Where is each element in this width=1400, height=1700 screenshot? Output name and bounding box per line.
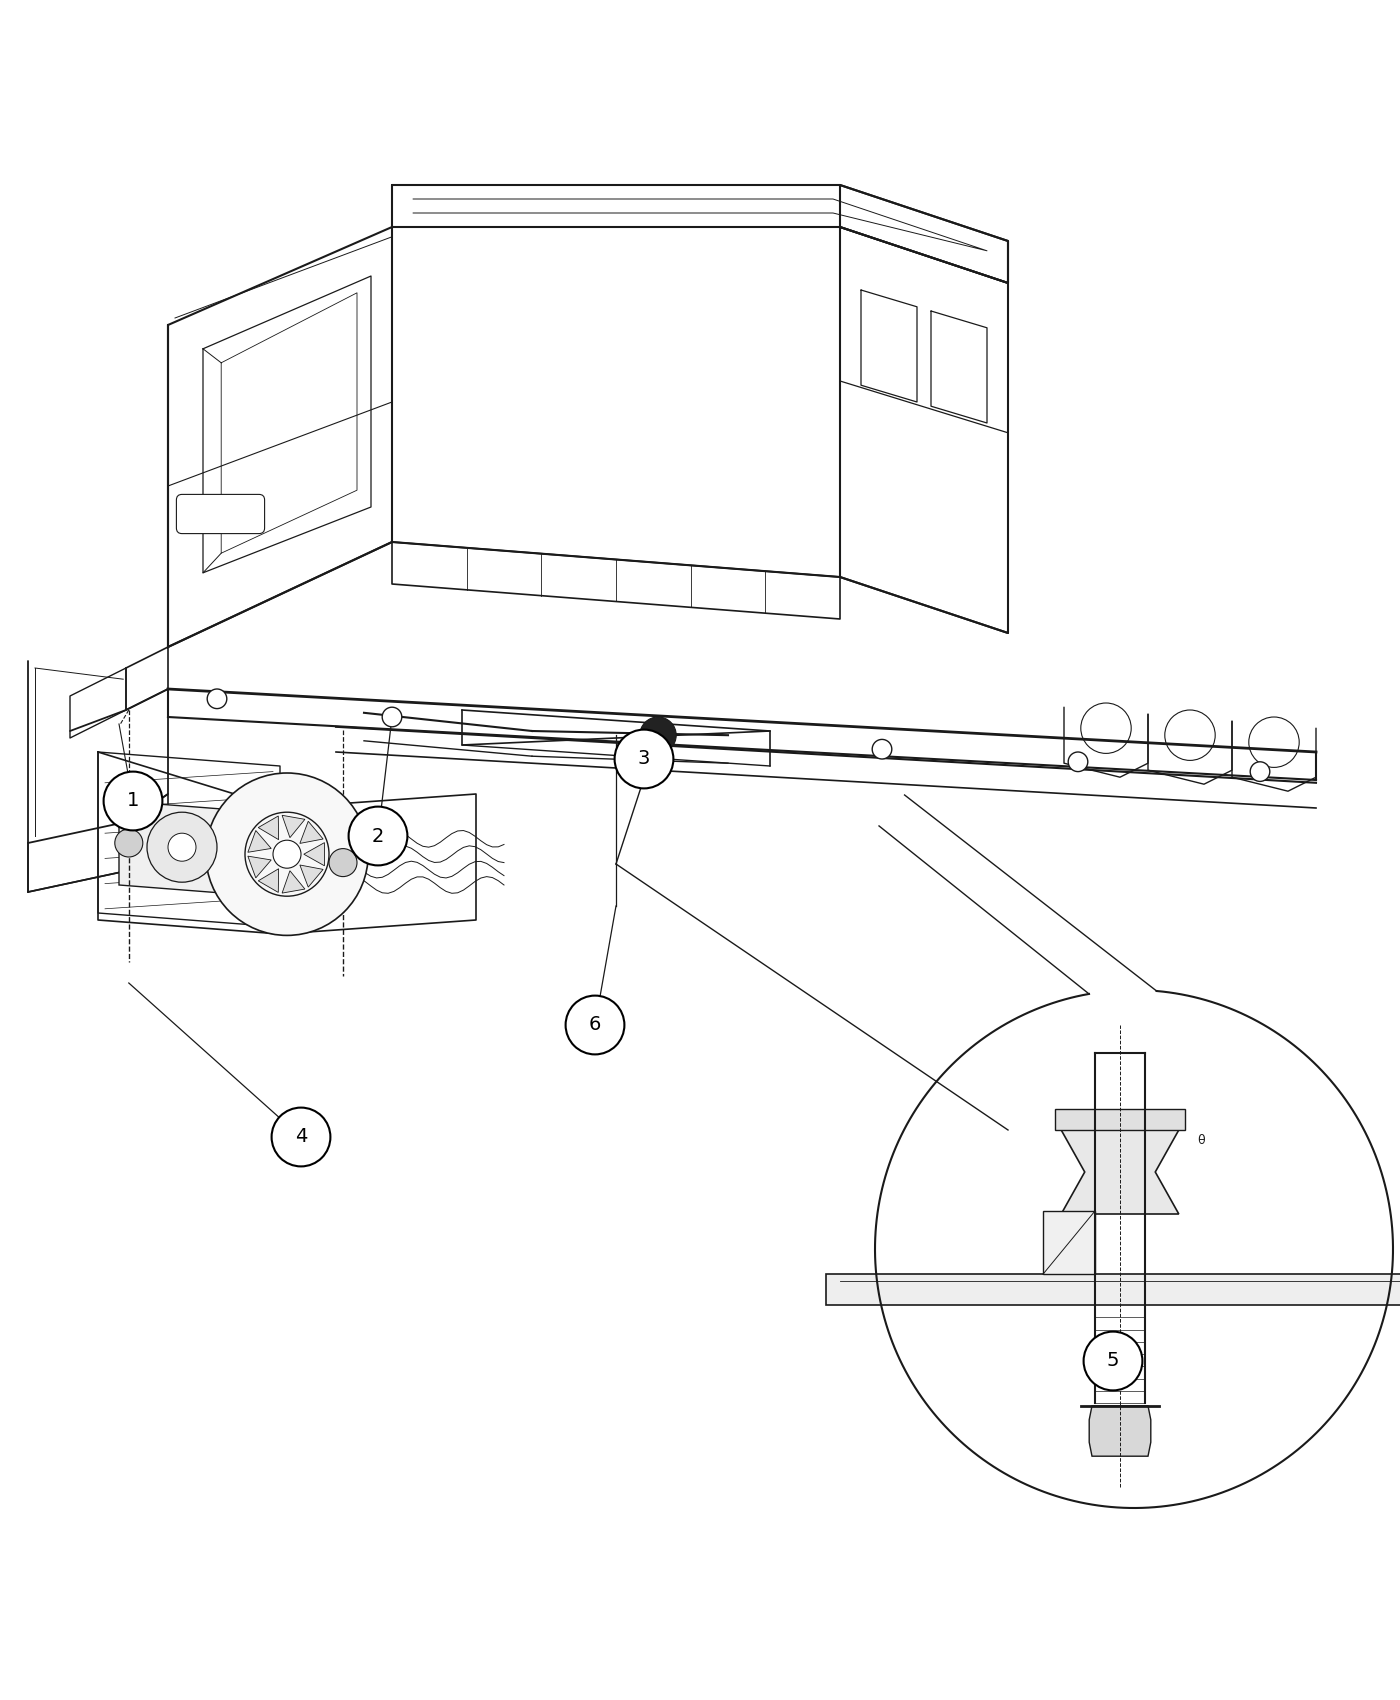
Text: 5: 5 bbox=[1107, 1352, 1119, 1370]
Circle shape bbox=[640, 717, 676, 753]
Circle shape bbox=[207, 688, 227, 709]
Circle shape bbox=[168, 833, 196, 862]
Circle shape bbox=[206, 774, 368, 935]
Circle shape bbox=[147, 813, 217, 882]
Polygon shape bbox=[1056, 1108, 1184, 1130]
Circle shape bbox=[329, 848, 357, 877]
Circle shape bbox=[615, 729, 673, 789]
Polygon shape bbox=[248, 831, 272, 852]
Polygon shape bbox=[300, 865, 323, 887]
Text: 4: 4 bbox=[295, 1127, 307, 1146]
Text: θ: θ bbox=[1197, 1134, 1204, 1148]
Circle shape bbox=[115, 830, 143, 857]
Polygon shape bbox=[258, 869, 279, 893]
Text: 2: 2 bbox=[372, 826, 384, 845]
Text: 1: 1 bbox=[127, 792, 139, 811]
Polygon shape bbox=[258, 816, 279, 840]
Polygon shape bbox=[300, 821, 323, 843]
Polygon shape bbox=[826, 1275, 1400, 1306]
Polygon shape bbox=[248, 857, 272, 877]
Circle shape bbox=[272, 1108, 330, 1166]
Circle shape bbox=[104, 772, 162, 830]
Circle shape bbox=[349, 806, 407, 865]
Circle shape bbox=[273, 840, 301, 869]
Circle shape bbox=[566, 996, 624, 1054]
FancyBboxPatch shape bbox=[176, 495, 265, 534]
Circle shape bbox=[648, 726, 668, 745]
Polygon shape bbox=[1061, 1130, 1179, 1214]
Polygon shape bbox=[281, 870, 305, 892]
Text: 3: 3 bbox=[638, 750, 650, 768]
Polygon shape bbox=[281, 816, 305, 838]
Circle shape bbox=[1250, 762, 1270, 782]
Polygon shape bbox=[119, 801, 245, 894]
Polygon shape bbox=[1043, 1210, 1095, 1275]
Polygon shape bbox=[304, 843, 325, 865]
Text: 6: 6 bbox=[589, 1015, 601, 1035]
Circle shape bbox=[1084, 1331, 1142, 1391]
Circle shape bbox=[872, 740, 892, 758]
Circle shape bbox=[1068, 751, 1088, 772]
Circle shape bbox=[382, 707, 402, 728]
Polygon shape bbox=[1089, 1406, 1151, 1457]
